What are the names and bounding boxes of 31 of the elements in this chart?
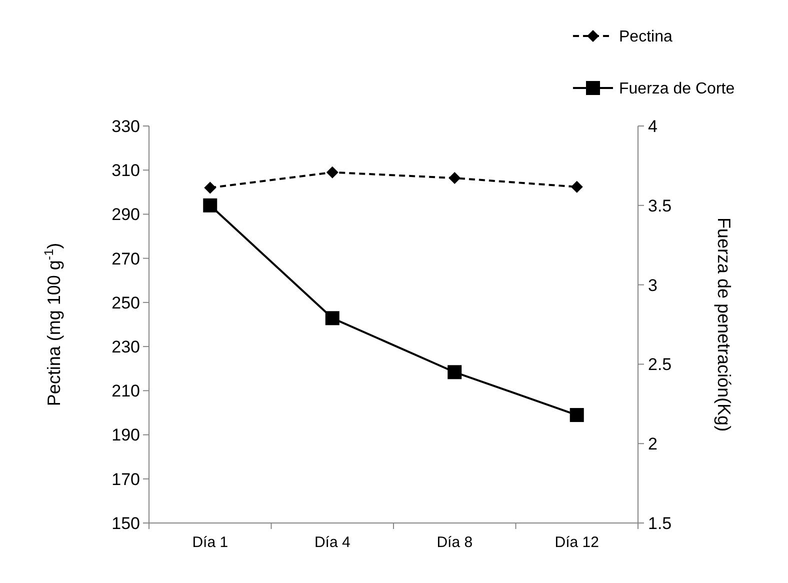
y2-tick-label: 3 [648,276,658,295]
legend-label: Pectina [619,28,672,46]
y2-tick-label: 3.5 [648,196,672,216]
y-tick-label: 250 [112,293,140,312]
x-tick-label: Día 8 [436,534,473,551]
point [448,365,462,380]
point [448,172,461,184]
point [325,311,340,326]
y-tick-label: 330 [112,116,140,136]
y2-tick-label: 2 [648,434,658,454]
point [203,198,218,212]
point [204,182,216,194]
y-tick-label: 310 [112,161,140,180]
y-tick-label: 170 [112,470,140,489]
point [326,166,338,178]
y2-tick-label: 1.5 [648,514,672,533]
y-tick-label: 290 [112,205,140,224]
x-tick-label: Día 12 [554,534,599,551]
y2-axis-title: Fuerza de penetración(Kg) [714,217,734,432]
y2-tick-label: 4 [648,116,658,136]
legend-label: Fuerza de Corte [619,80,735,98]
y-tick-label: 190 [112,426,140,445]
point [570,408,584,422]
y-tick-label: 210 [112,382,140,401]
x-tick-label: Día 4 [314,534,350,551]
y-tick-label: 150 [112,514,140,533]
point [570,180,583,193]
x-tick-label: Día 1 [192,534,228,551]
y-tick-label: 230 [112,338,140,357]
y2-tick-label: 2.5 [648,355,672,374]
y-tick-label: 270 [112,249,140,268]
